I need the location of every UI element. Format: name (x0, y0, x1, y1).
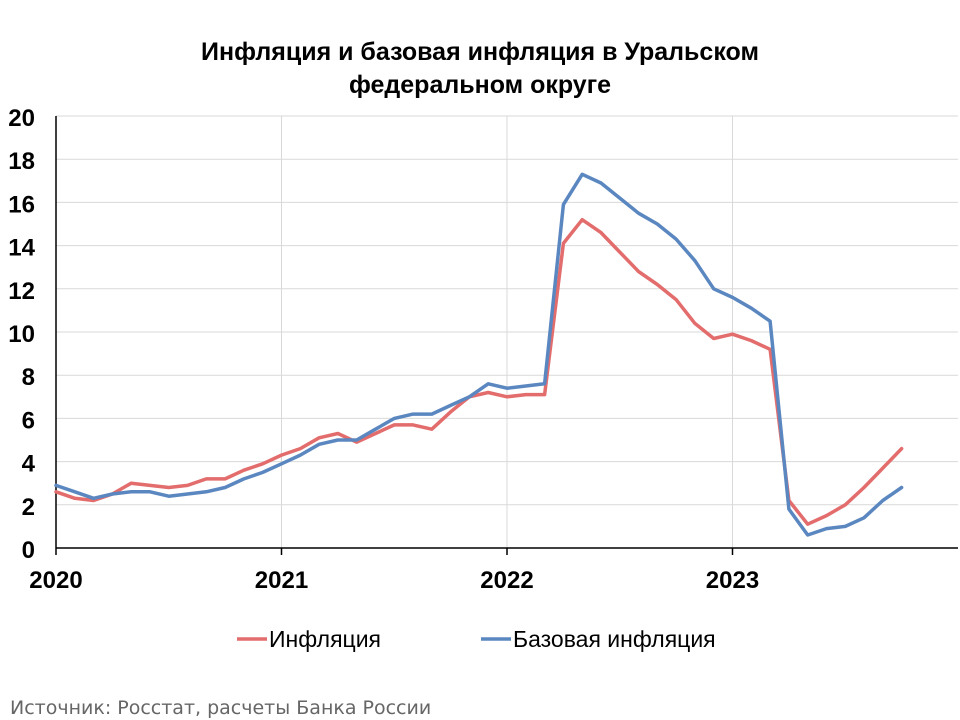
y-tick-label: 0 (22, 537, 35, 564)
y-tick-label: 14 (8, 235, 35, 262)
y-tick-label: 2 (22, 494, 35, 521)
y-tick-label: 8 (22, 364, 35, 391)
series-lines (54, 172, 904, 537)
legend-label-inflation: Инфляция (269, 626, 381, 652)
series-line-core-inflation (54, 172, 904, 537)
x-axis-ticks: 2020 2021 2022 2023 (29, 548, 759, 594)
series-line-inflation (54, 217, 904, 526)
x-tick-label: 2020 (29, 567, 82, 594)
y-tick-label: 18 (8, 148, 35, 175)
y-tick-label: 4 (22, 451, 36, 478)
y-tick-label: 12 (8, 278, 35, 305)
y-axis-ticks: 0 2 4 6 8 10 12 14 16 18 20 (8, 105, 35, 564)
x-tick-label: 2022 (480, 567, 533, 594)
y-tick-label: 10 (8, 321, 35, 348)
chart-title-line-1: Инфляция и базовая инфляция в Уральском (201, 38, 759, 66)
y-tick-label: 16 (8, 191, 35, 218)
legend-label-core-inflation: Базовая инфляция (513, 626, 716, 652)
chart-title-line-2: федеральном округе (348, 71, 612, 99)
axes (55, 116, 958, 549)
gridlines (56, 115, 958, 548)
y-tick-label: 20 (8, 105, 35, 132)
x-tick-label: 2023 (706, 567, 759, 594)
legend: Инфляция Базовая инфляция (237, 626, 716, 652)
x-tick-label: 2021 (255, 567, 308, 594)
y-tick-label: 6 (22, 407, 35, 434)
source-note: Источник: Росстат, расчеты Банка России (10, 697, 432, 719)
